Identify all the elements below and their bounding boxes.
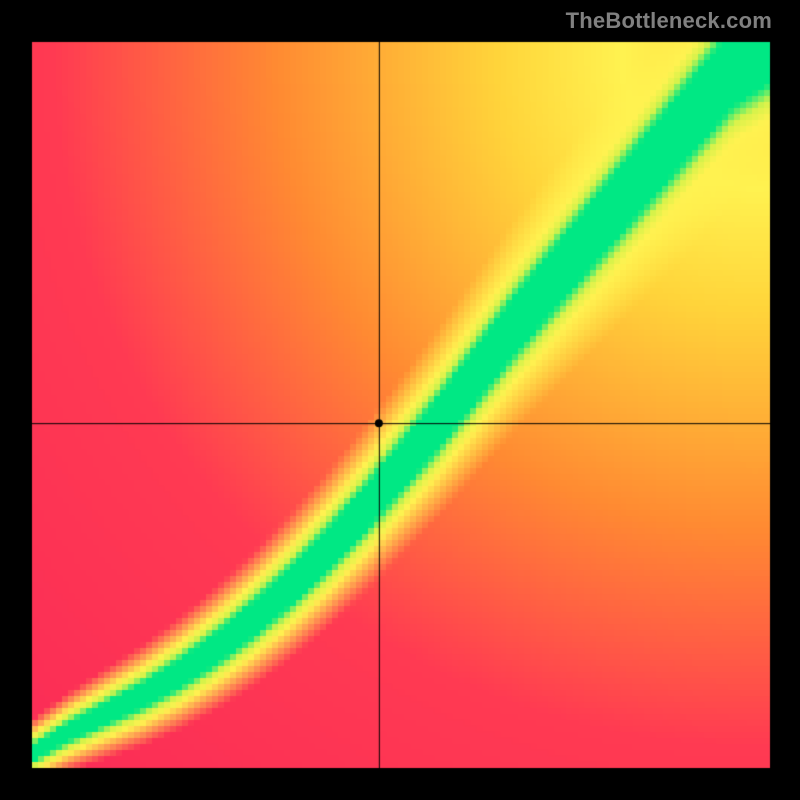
chart-stage: { "watermark": { "text": "TheBottleneck.… [0,0,800,800]
watermark-text: TheBottleneck.com [566,8,772,34]
bottleneck-heatmap [0,0,800,800]
